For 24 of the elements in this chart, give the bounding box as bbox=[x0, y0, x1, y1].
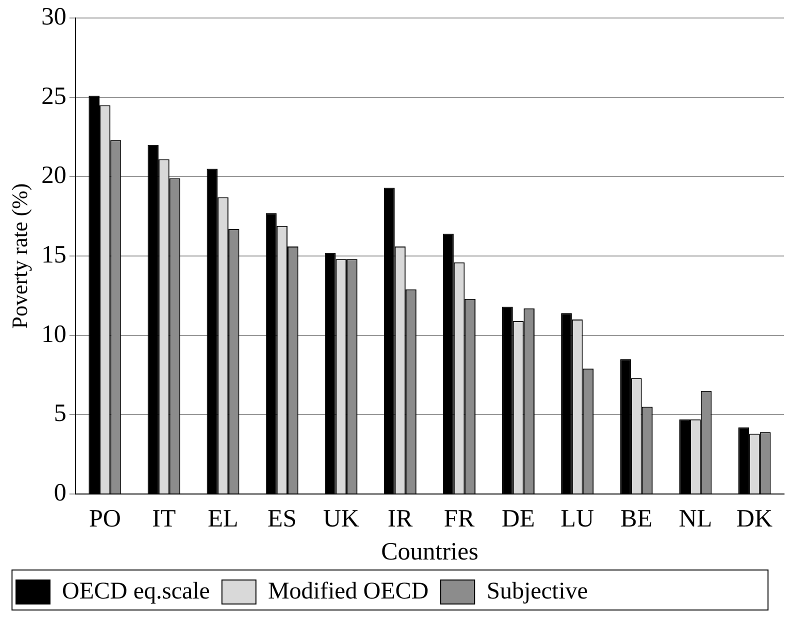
y-tick-label: 15 bbox=[41, 242, 66, 269]
y-axis-title: Poverty rate (%) bbox=[6, 183, 32, 329]
x-tick-label: IT bbox=[152, 506, 176, 533]
legend-label: Modified OECD bbox=[268, 578, 429, 604]
y-tick-label: 10 bbox=[41, 320, 66, 348]
y-tick-label: 30 bbox=[41, 4, 66, 31]
x-tick-label: NL bbox=[678, 506, 712, 533]
x-tick-label: IR bbox=[388, 506, 413, 533]
x-tick-label: FR bbox=[444, 506, 475, 533]
x-tick-label: LU bbox=[560, 506, 594, 533]
x-tick-label: UK bbox=[323, 506, 360, 533]
x-tick-label: DE bbox=[502, 506, 535, 533]
y-tick-label: 5 bbox=[54, 400, 66, 428]
x-tick-label: ES bbox=[267, 506, 297, 533]
legend-label: OECD eq.scale bbox=[62, 578, 210, 604]
x-tick-label: PO bbox=[88, 506, 121, 533]
x-axis-title: Countries bbox=[381, 538, 478, 566]
x-tick-label: EL bbox=[208, 506, 238, 533]
x-tick-label: BE bbox=[620, 506, 652, 533]
y-tick-label: 20 bbox=[41, 162, 66, 190]
y-tick-label: 25 bbox=[41, 82, 66, 110]
y-tick-label: 0 bbox=[54, 480, 66, 507]
legend-label: Subjective bbox=[486, 578, 588, 604]
x-tick-label: DK bbox=[736, 506, 773, 533]
